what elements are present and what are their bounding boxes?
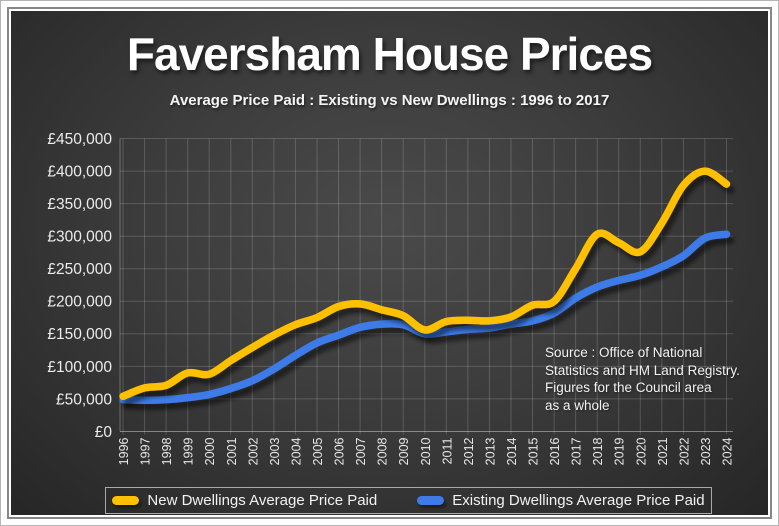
x-axis-tick-label: 1998 (160, 437, 174, 465)
y-axis-labels: £0 £50,000 £100,000 £150,000 £200,000 £250,00… (47, 131, 112, 441)
new-dwellings-average-price-paid-line (119, 167, 731, 401)
x-axis-tick-label: 2011 (440, 437, 454, 464)
legend-item-existing-dwellings: Existing Dwellings Average Price Paid (417, 492, 705, 509)
x-axis-tick-label: 2005 (311, 437, 325, 465)
x-axis-tick-label: 2010 (419, 437, 433, 465)
page-title: Faversham House Prices (126, 28, 653, 80)
x-axis-tick-label: 1997 (139, 437, 153, 465)
x-axis-tick-label: 1999 (182, 437, 196, 465)
y-axis-tick-label: £200,000 (47, 294, 112, 311)
y-axis-tick-label: £50,000 (56, 391, 112, 408)
y-axis-tick-label: £300,000 (47, 229, 112, 246)
x-axis-tick-label: 2013 (483, 437, 497, 465)
x-axis-tick-label: 2001 (225, 437, 239, 465)
source-annotation: Source : Office of National Statistics a… (545, 345, 740, 413)
slide-background (11, 11, 768, 515)
chart-gridlines (119, 138, 733, 435)
x-axis-tick-label: 2018 (591, 437, 605, 465)
x-axis-tick-label: 2006 (333, 437, 347, 465)
y-axis-tick-label: £0 (95, 424, 113, 441)
legend-label-existing-dwellings: Existing Dwellings Average Price Paid (452, 492, 705, 509)
x-axis-tick-label: 2023 (699, 437, 713, 465)
new-dwellings-line-swatch (112, 496, 140, 505)
x-axis-tick-label: 2004 (289, 437, 303, 465)
y-axis-tick-label: £400,000 (47, 164, 112, 181)
y-axis-tick-label: £450,000 (47, 131, 112, 148)
slide-frame (7, 7, 772, 519)
x-axis-labels: 1996 1997 1998 1999 2000 2001 2002 2003 2004 2005… (117, 437, 735, 465)
x-axis-tick-label: 2015 (527, 437, 541, 465)
x-axis-tick-label: 2021 (656, 437, 670, 465)
y-axis-tick-label: £150,000 (47, 326, 112, 343)
y-axis-tick-label: £100,000 (47, 359, 112, 376)
x-axis-tick-label: 2022 (677, 437, 691, 465)
x-axis-tick-label: 2017 (570, 437, 584, 465)
x-axis-tick-label: 1996 (117, 437, 131, 465)
x-axis-tick-label: 2024 (721, 437, 735, 465)
x-axis-tick-label: 2002 (246, 437, 260, 465)
chart-legend: New Dwellings Average Price Paid Existin… (105, 487, 712, 514)
legend-label-new-dwellings: New Dwellings Average Price Paid (147, 492, 378, 509)
x-axis-tick-label: 2008 (376, 437, 390, 465)
x-axis-tick-label: 2007 (354, 437, 368, 465)
y-axis-tick-label: £250,000 (47, 261, 112, 278)
x-axis-tick-label: 2014 (505, 437, 519, 465)
x-axis-tick-label: 2020 (634, 437, 648, 465)
x-axis-tick-label: 2016 (548, 437, 562, 465)
y-axis-tick-label: £350,000 (47, 196, 112, 213)
existing-dwellings-average-price-paid-line (119, 230, 731, 404)
x-axis-tick-label: 2003 (268, 437, 282, 465)
x-axis-tick-label: 2012 (462, 437, 476, 465)
x-axis-tick-label: 2000 (203, 437, 217, 465)
legend-item-new-dwellings: New Dwellings Average Price Paid (112, 492, 377, 509)
existing-dwellings-line-swatch (417, 496, 445, 505)
x-axis-tick-label: 2009 (397, 437, 411, 465)
page-subtitle: Average Price Paid : Existing vs New Dwe… (169, 92, 610, 109)
x-axis-tick-label: 2019 (613, 437, 627, 465)
